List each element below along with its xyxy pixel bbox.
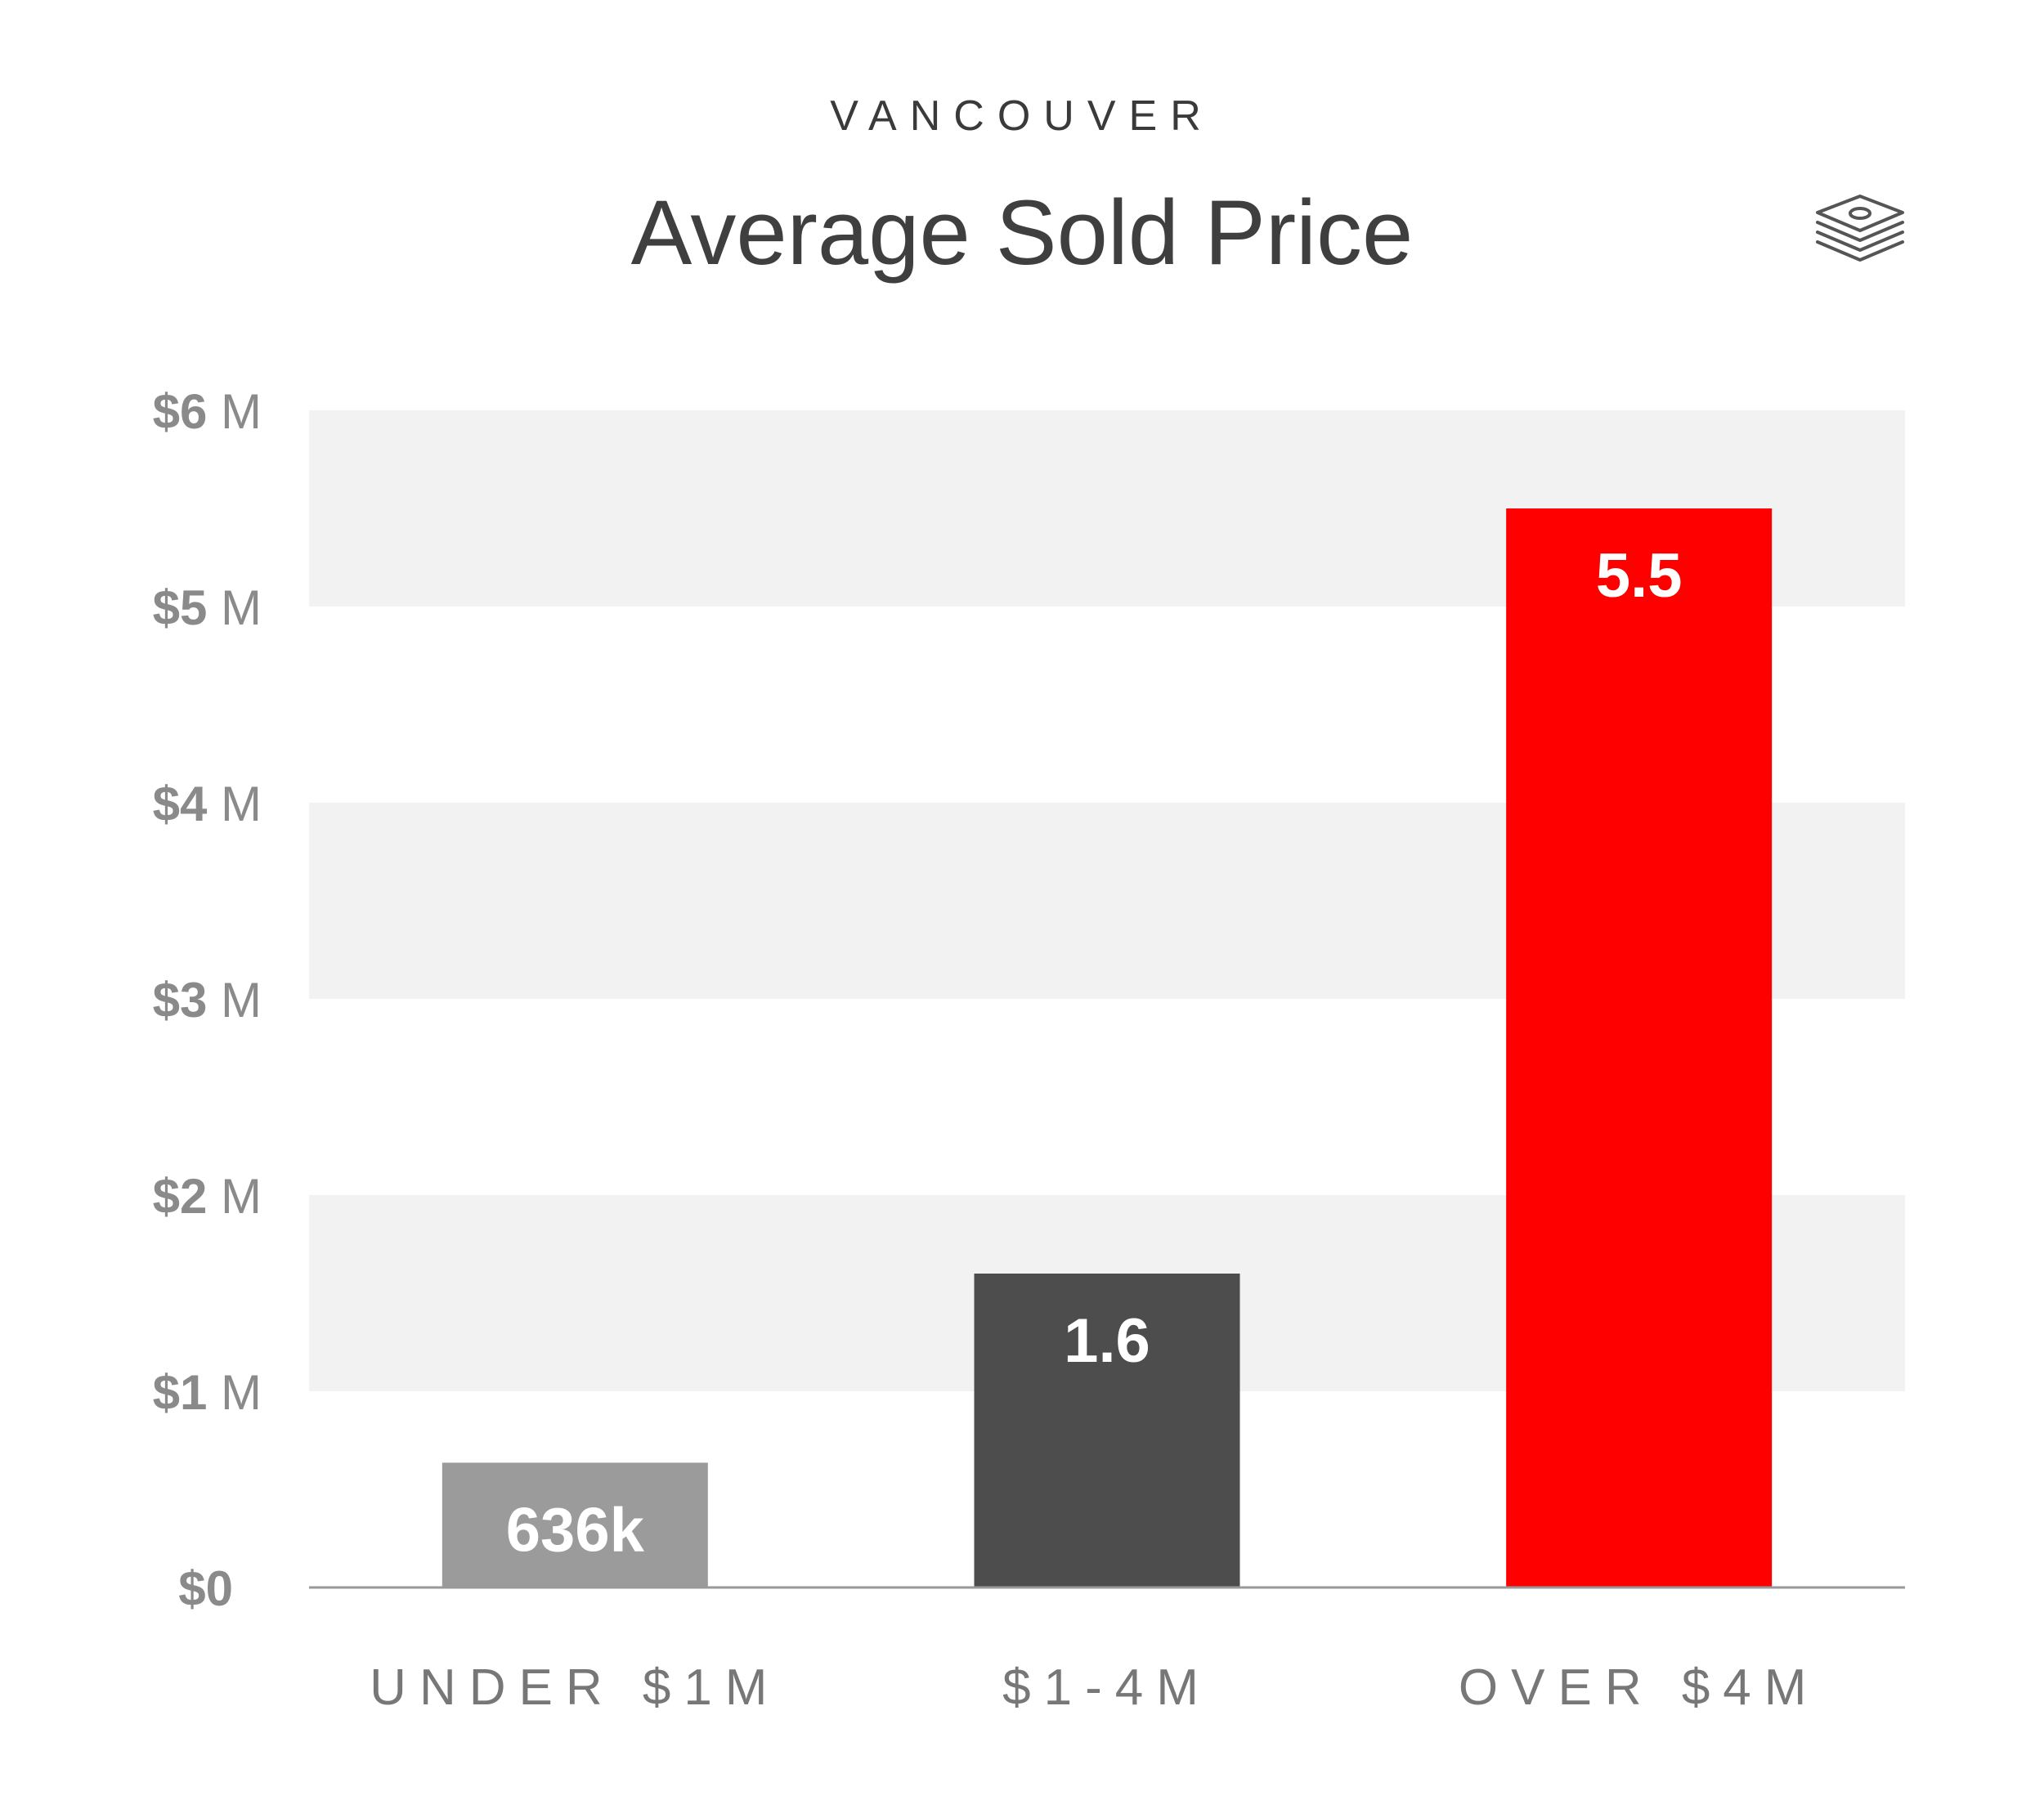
- y-tick-label: $3 M: [153, 973, 262, 1028]
- bar: [442, 1462, 708, 1587]
- y-tick-label: $2 M: [153, 1169, 262, 1224]
- bar: [974, 1274, 1240, 1587]
- bar-value-labels: 636k 1.6 5.5: [506, 541, 1683, 1565]
- bars-group: [442, 508, 1773, 1587]
- bar: [1506, 508, 1773, 1587]
- bar-value-label: 1.6: [1064, 1306, 1150, 1376]
- y-tick-label: $1 M: [153, 1365, 262, 1420]
- x-category-label: UNDER $1M: [370, 1659, 780, 1716]
- y-axis-ticks: $0 $1 M $2 M $3 M $4 M $5 M $6 M: [153, 384, 262, 1616]
- bar-value-label: 5.5: [1596, 541, 1683, 611]
- chart-subtitle: VANCOUVER: [830, 92, 1214, 140]
- x-axis-categories: UNDER $1M $1-4M OVER $4M: [370, 1659, 1820, 1716]
- x-category-label: OVER $4M: [1459, 1659, 1820, 1716]
- bar-value-label: 636k: [506, 1495, 645, 1565]
- x-category-label: $1-4M: [1002, 1659, 1212, 1716]
- y-tick-label: $4 M: [153, 777, 262, 831]
- money-stack-icon: [1816, 195, 1904, 262]
- y-tick-label: $0: [178, 1561, 233, 1616]
- y-tick-label: $5 M: [153, 580, 262, 635]
- chart-title: Average Sold Price: [630, 181, 1414, 284]
- y-tick-label: $6 M: [153, 384, 262, 439]
